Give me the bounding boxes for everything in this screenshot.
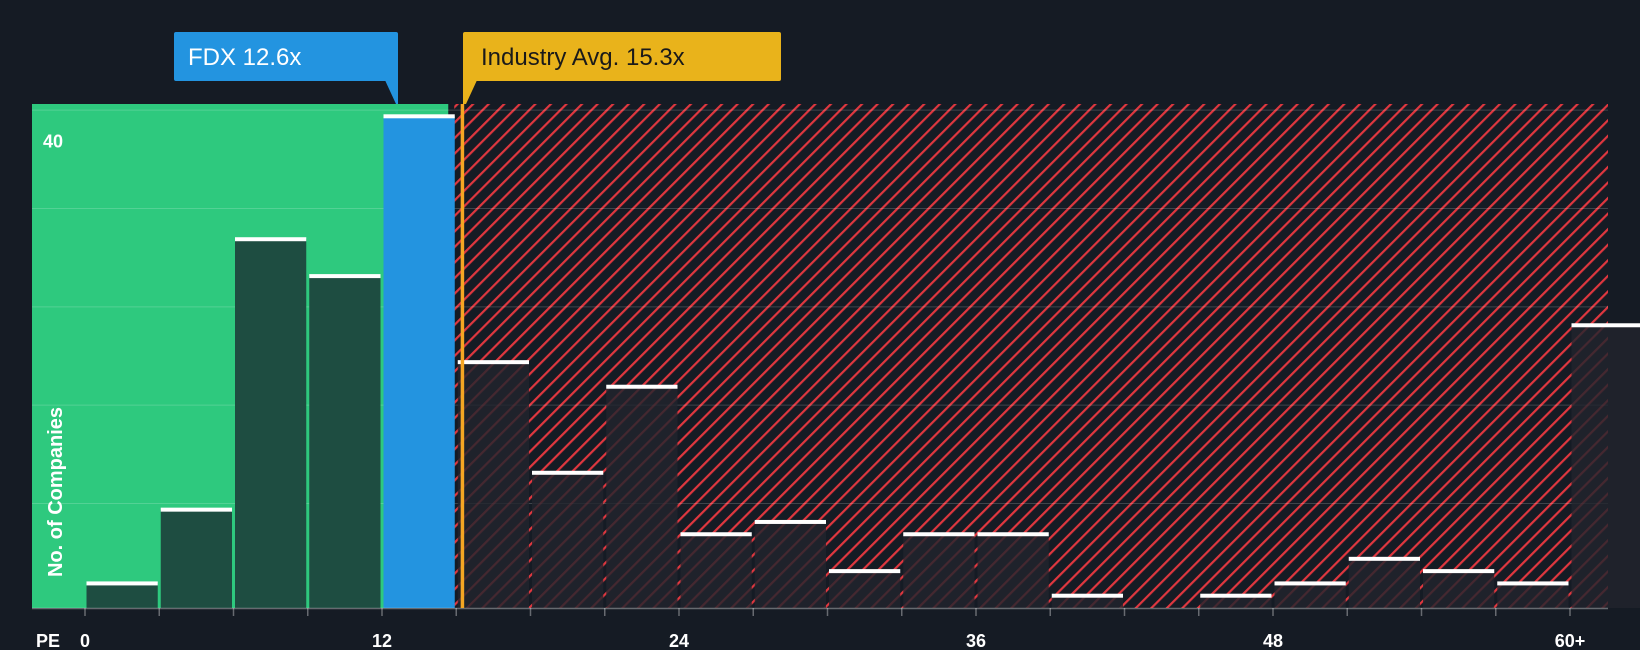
bar-cap <box>235 237 307 242</box>
histogram-bar <box>1051 595 1123 608</box>
bar-cap <box>1200 593 1272 598</box>
bar-cap <box>457 360 529 365</box>
bar-cap <box>1348 556 1420 561</box>
x-tick-label: 0 <box>80 631 90 650</box>
bar-cap <box>1571 323 1640 328</box>
histogram-bar <box>86 583 158 608</box>
histogram-bar <box>903 534 975 608</box>
industry-callout-pointer <box>463 78 478 104</box>
bar-cap <box>160 507 232 512</box>
x-tick-label: 60+ <box>1555 631 1586 650</box>
annotations: FDX 12.6x Industry Avg. 15.3x <box>174 32 781 608</box>
x-tick-label: 36 <box>966 631 986 650</box>
x-tick-label: 48 <box>1263 631 1283 650</box>
histogram-bar <box>457 362 529 608</box>
histogram-bar <box>383 116 455 608</box>
histogram-bars <box>32 114 1640 610</box>
y-axis: 40 No. of Companies <box>43 131 67 577</box>
bar-cap <box>86 581 158 586</box>
histogram-bar <box>977 534 1049 608</box>
bar-cap <box>977 532 1049 537</box>
bar-cap <box>1051 593 1123 598</box>
bar-cap <box>680 532 752 537</box>
histogram-bar <box>754 521 826 608</box>
bar-cap <box>903 532 975 537</box>
company-callout-pointer <box>384 78 398 104</box>
histogram-bar <box>1348 558 1420 608</box>
x-tick-label: 12 <box>372 631 392 650</box>
histogram-bar <box>309 276 381 608</box>
bar-cap <box>1497 581 1569 586</box>
histogram-bar <box>829 571 901 608</box>
industry-average-line <box>460 104 465 608</box>
histogram-bar <box>235 239 307 608</box>
industry-callout <box>463 32 781 81</box>
histogram-bar <box>606 386 678 608</box>
bar-cap <box>1423 569 1495 574</box>
histogram-bar <box>1571 325 1640 608</box>
histogram-bar <box>1423 571 1495 608</box>
bar-cap <box>829 569 901 574</box>
bar-cap <box>383 114 455 119</box>
x-tick-label: 24 <box>669 631 689 650</box>
company-callout <box>174 32 398 81</box>
histogram-bar <box>160 509 232 608</box>
bar-cap <box>532 470 604 475</box>
histogram-bar <box>1497 583 1569 608</box>
bar-cap <box>754 519 826 524</box>
bar-cap <box>309 274 381 279</box>
histogram-bar <box>1200 595 1272 608</box>
bar-cap <box>1274 581 1346 586</box>
histogram-bar <box>1274 583 1346 608</box>
x-axis-title: PE <box>36 631 60 650</box>
y-axis-title: No. of Companies <box>45 407 67 577</box>
y-tick-label: 40 <box>43 131 63 151</box>
histogram-bar <box>532 472 604 608</box>
bar-cap <box>606 384 678 389</box>
industry-callout-label: Industry Avg. 15.3x <box>481 44 685 71</box>
company-callout-label: FDX 12.6x <box>188 44 301 71</box>
x-axis: PE 0 12 24 36 48 60+ <box>36 608 1585 650</box>
histogram-bar <box>680 534 752 608</box>
